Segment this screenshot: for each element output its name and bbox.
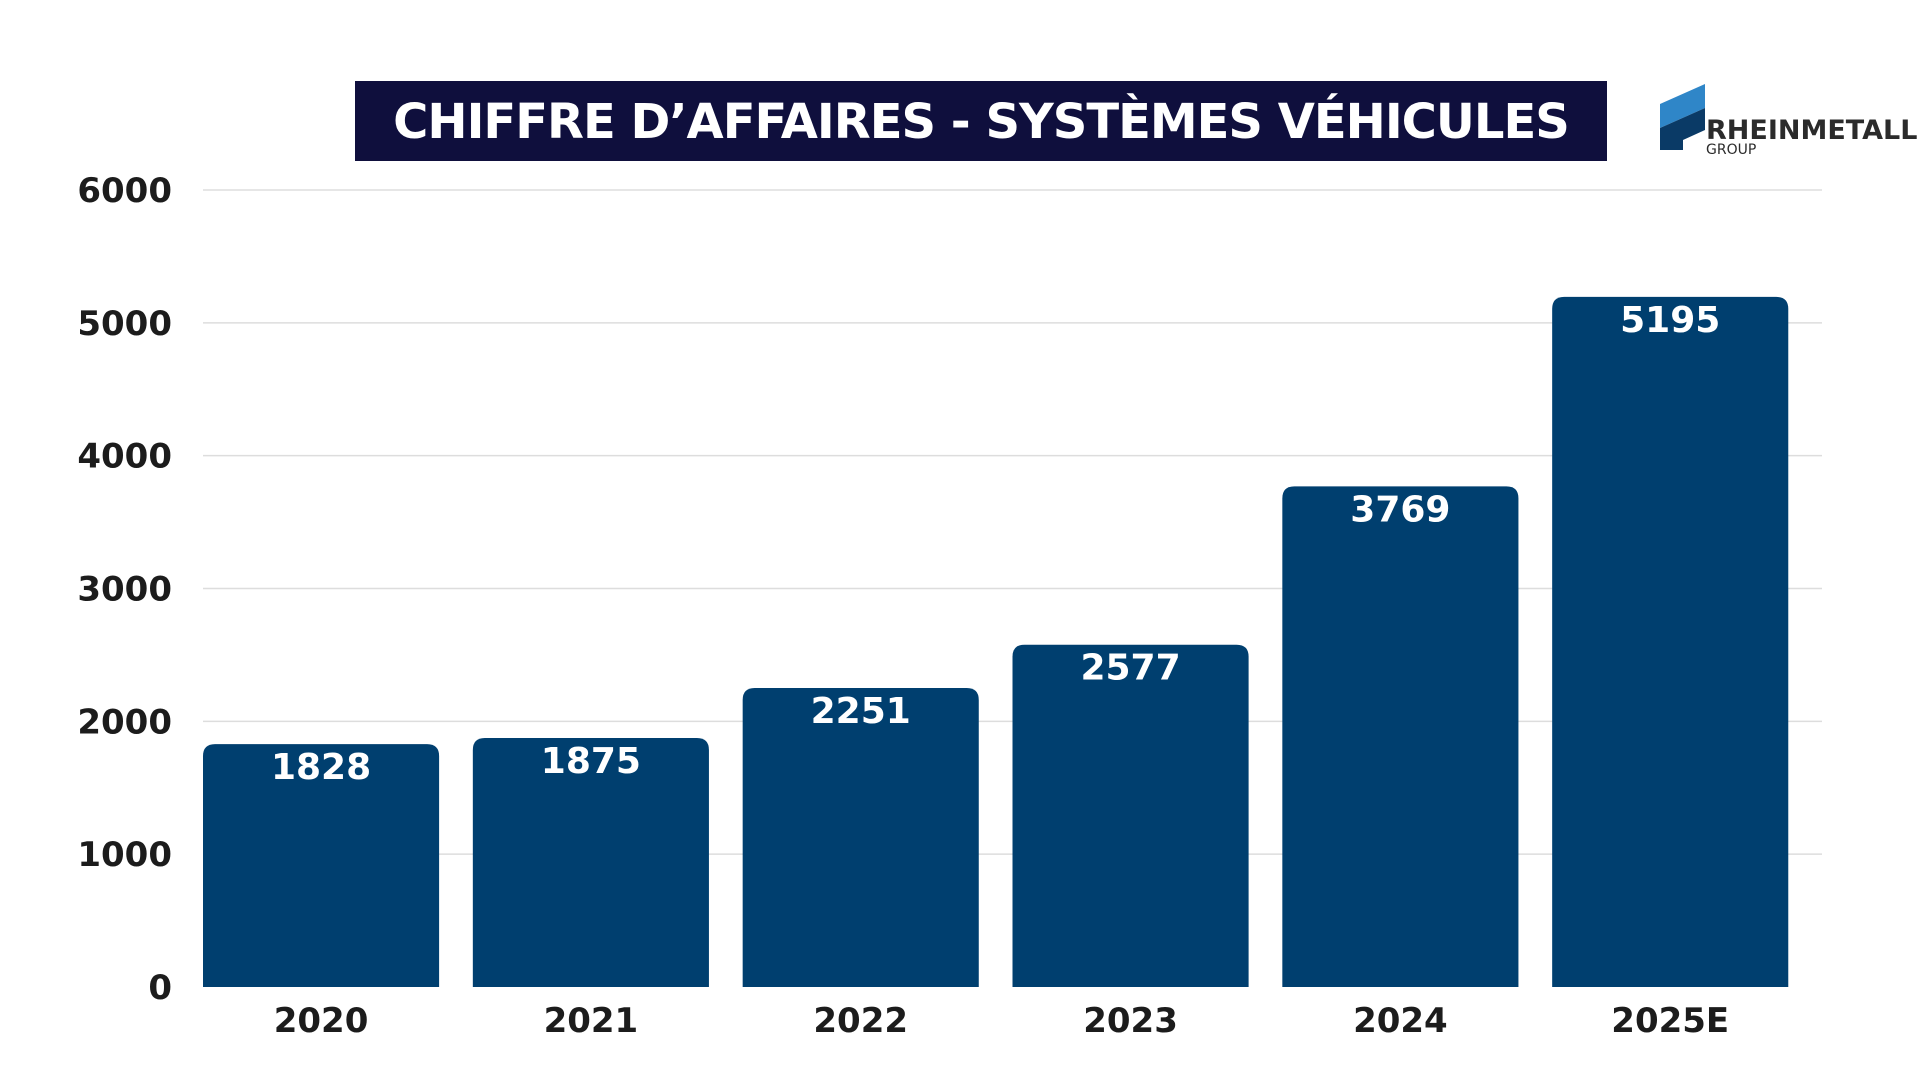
logo-icon [1660,84,1705,150]
bars [203,296,1789,987]
y-tick-label: 0 [148,968,172,1008]
x-tick-label: 2024 [1353,1001,1448,1041]
bar-value-label: 1828 [271,747,371,788]
y-tick-label: 4000 [77,437,172,477]
x-axis: 2020 2021 2022 2023 2024 2025E [274,1001,1729,1041]
bar-value-label: 5195 [1620,300,1720,341]
chart-title-banner: CHIFFRE D’AFFAIRES - SYSTÈMES VÉHICULES [355,81,1607,161]
bar-2021 [472,737,709,987]
title-background [355,81,1607,161]
bar-2025E [1552,296,1789,987]
logo-name: RHEINMETALL [1706,115,1917,146]
rheinmetall-logo: RHEINMETALL GROUP [1660,84,1917,158]
bar-2022 [742,687,979,987]
y-axis: 0 1000 2000 3000 4000 5000 6000 [77,171,172,1008]
y-tick-label: 6000 [77,171,172,211]
bar-value-label: 3769 [1350,489,1450,530]
bar-value-label: 2577 [1080,648,1180,689]
x-tick-label: 2025E [1611,1001,1729,1041]
x-tick-label: 2023 [1083,1001,1178,1041]
x-tick-label: 2022 [813,1001,908,1041]
logo-subtitle: GROUP [1706,142,1756,158]
y-tick-label: 5000 [77,304,172,344]
y-tick-label: 1000 [77,835,172,875]
x-tick-label: 2021 [544,1001,639,1041]
chart-title: CHIFFRE D’AFFAIRES - SYSTÈMES VÉHICULES [393,93,1569,150]
bar-value-label: 1875 [541,741,641,782]
y-tick-label: 3000 [77,570,172,610]
bar-2020 [203,744,440,987]
x-tick-label: 2020 [274,1001,369,1041]
y-tick-label: 2000 [77,702,172,742]
bar-2023 [1012,644,1249,987]
bar-2024 [1282,486,1519,987]
value-labels: 1828 1875 2251 2577 3769 5195 [271,300,1720,788]
bar-value-label: 2251 [811,691,911,732]
